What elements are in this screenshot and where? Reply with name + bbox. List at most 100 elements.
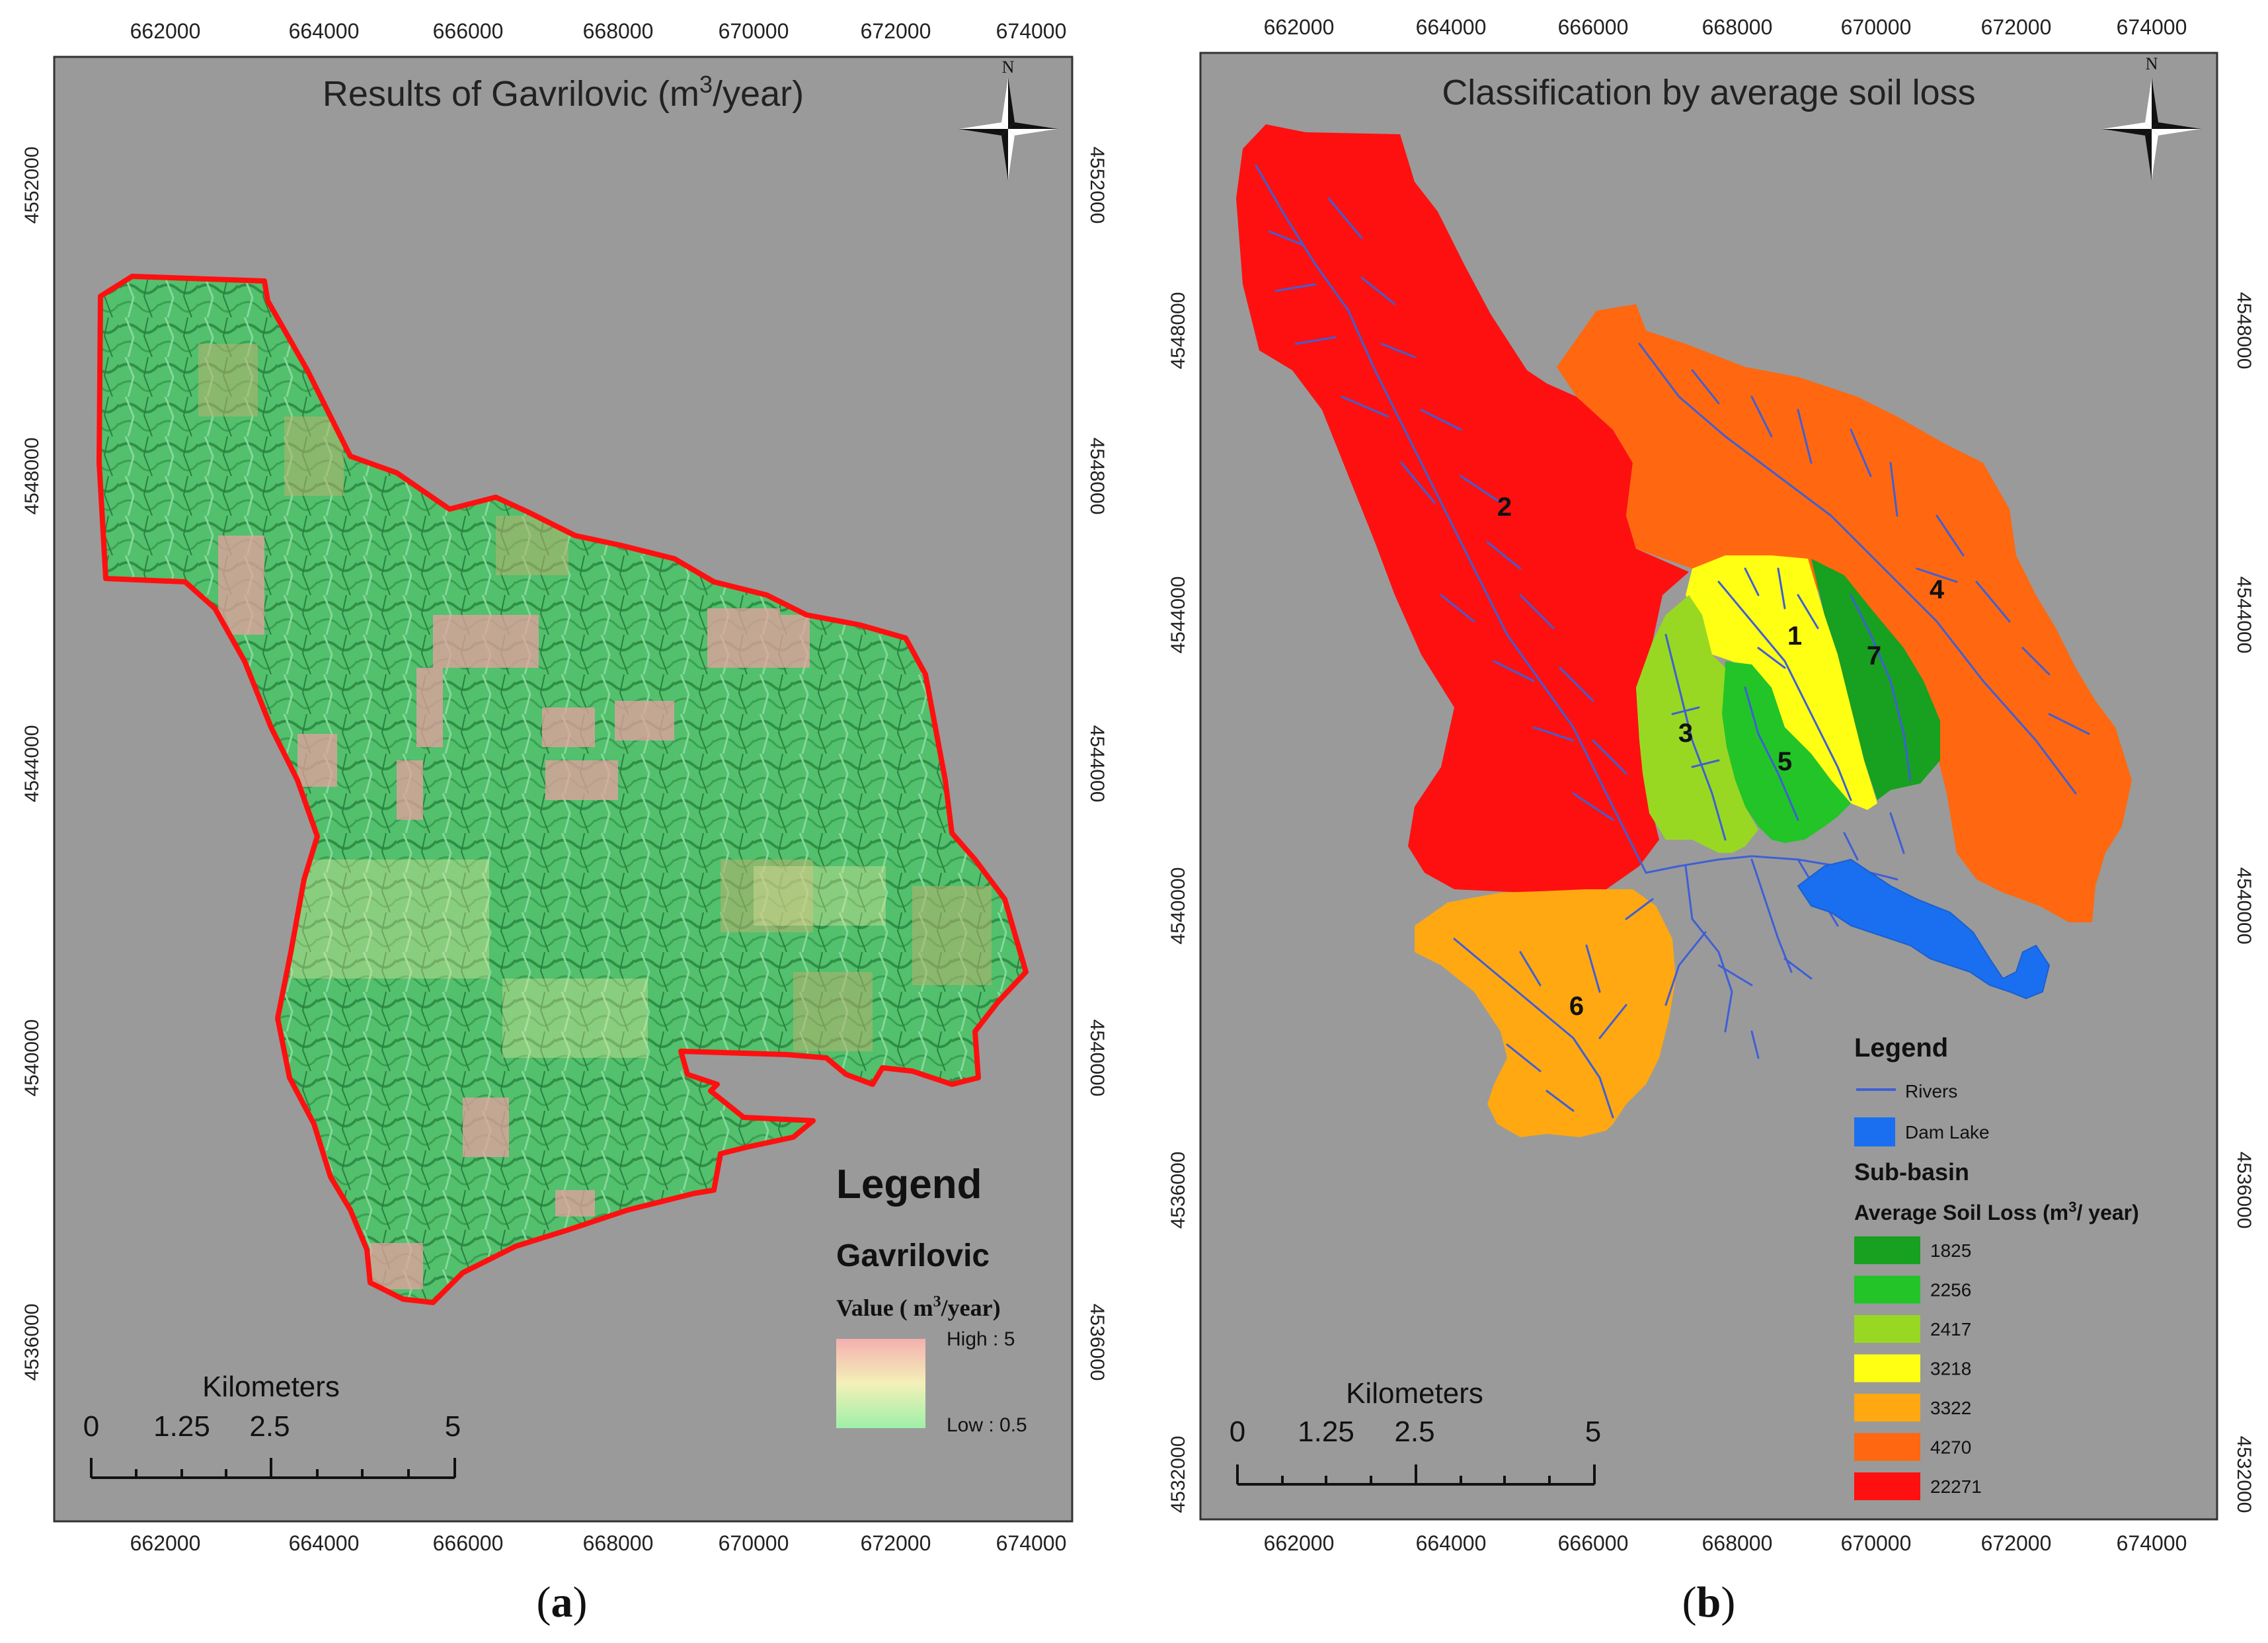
subbasins [1236,124,2132,1137]
y-tick: 4552000 [21,147,43,224]
subbasin-1 [1686,555,1877,810]
legend-dam-lake: Dam Lake [1905,1122,1990,1142]
x-tick: 674000 [2117,1531,2187,1555]
basin-label: 5 [1778,747,1792,776]
y-tick: 4532000 [2233,1436,2255,1513]
legend-high: High : 5 [947,1328,1015,1350]
x-tick: 662000 [1264,1531,1335,1555]
scale-label: 0 [1230,1416,1245,1448]
y-axis-right-b: 4548000 4544000 4540000 4536000 4532000 [2233,292,2255,1513]
y-axis-left-b: 4548000 4544000 4540000 4536000 4532000 [1167,292,1189,1513]
basin-label: 3 [1678,719,1693,748]
legend-class-value: 3322 [1930,1398,1971,1418]
x-tick: 668000 [583,19,654,43]
subbasin-5 [1722,661,1851,843]
scale-title: Kilometers [202,1371,340,1403]
north-arrow-b: N [2102,54,2201,180]
basin-label: 4 [1930,575,1945,604]
legend-class-value: 3218 [1930,1359,1971,1379]
y-tick: 4536000 [21,1304,43,1381]
panel-b: Classification by average soil loss 6620… [1167,15,2255,1626]
x-axis-bottom-a: 662000 664000 666000 668000 670000 67200… [130,1531,1067,1555]
y-tick: 4536000 [1167,1152,1189,1229]
y-tick: 4548000 [1086,438,1108,515]
map-title-b: Classification by average soil loss [1442,73,1975,112]
dam-lake [1797,858,2051,1000]
scale-label: 0 [83,1410,99,1443]
x-tick: 672000 [1981,1531,2052,1555]
x-axis-bottom-b: 662000 664000 666000 668000 670000 67200… [1264,1531,2187,1555]
legend-subbasin: Sub-basin [1854,1158,1969,1185]
y-tick: 4548000 [1167,292,1189,370]
legend-class-swatch [1854,1236,1920,1264]
scale-title: Kilometers [1346,1377,1483,1410]
x-tick: 664000 [289,1531,360,1555]
x-tick: 664000 [1416,15,1487,39]
legend-class-value: 2417 [1930,1319,1971,1340]
legend-classes: 1825 2256 2417 3218 3322 4270 22271 [1854,1236,1982,1500]
watershed-boundary-a [97,274,1029,1305]
north-label: N [1002,58,1015,77]
y-tick: 4540000 [2233,867,2255,945]
subbasin-6 [1415,889,1676,1137]
x-axis-top-b: 662000 664000 666000 668000 670000 67200… [1264,15,2187,39]
x-tick: 666000 [1558,15,1629,39]
north-label: N [2146,54,2158,73]
basin-label: 2 [1497,493,1512,522]
x-tick: 674000 [996,19,1067,43]
y-tick: 4544000 [2233,577,2255,654]
x-tick: 666000 [1558,1531,1629,1555]
x-tick: 672000 [861,19,931,43]
basin-labels: 1 2 3 4 5 6 7 [1497,493,1945,1021]
scale-label: 5 [445,1410,461,1443]
caption-b: (b) [1682,1578,1736,1626]
x-tick: 662000 [130,19,201,43]
scale-label: 1.25 [1298,1416,1354,1448]
north-arrow-a: N [958,58,1058,180]
legend-title: Legend [1854,1033,1948,1062]
legend-class-swatch [1854,1433,1920,1461]
x-tick: 674000 [2117,15,2187,39]
legend-class-swatch [1854,1354,1920,1383]
legend-class-value: 22271 [1930,1476,1982,1497]
y-axis-left-a: 4552000 4548000 4544000 4540000 4536000 [21,147,43,1381]
subbasin-3 [1636,595,1758,853]
x-tick: 672000 [1981,15,2052,39]
legend-rivers: Rivers [1905,1081,1957,1102]
y-tick: 4536000 [2233,1152,2255,1229]
legend-class-swatch [1854,1394,1920,1422]
x-tick: 670000 [719,19,789,43]
scale-label: 5 [1585,1416,1601,1448]
x-tick: 668000 [1702,1531,1773,1555]
scale-label: 1.25 [153,1410,210,1443]
legend-value-label: Value ( m3/year) [836,1293,1001,1321]
y-tick: 4544000 [1167,577,1189,654]
subbasin-2 [1236,124,1689,893]
legend-layer-name: Gavrilovic [836,1238,990,1273]
y-tick: 4552000 [1086,147,1108,224]
scale-label: 2.5 [1394,1416,1434,1448]
y-tick: 4548000 [21,438,43,515]
y-tick: 4548000 [2233,292,2255,370]
panel-a: Results of Gavrilovic (m3/year) 662000 6… [21,19,1108,1626]
x-tick: 662000 [130,1531,201,1555]
legend-class-swatch [1854,1315,1920,1343]
basin-label: 7 [1867,641,1881,670]
x-tick: 668000 [1702,15,1773,39]
legend-class-value: 4270 [1930,1437,1971,1458]
y-axis-right-a: 4552000 4548000 4544000 4540000 4536000 [1086,147,1108,1381]
scale-label: 2.5 [249,1410,290,1443]
y-tick: 4544000 [1086,725,1108,803]
legend-a: Legend Gavrilovic Value ( m3/year) High … [836,1162,1027,1436]
x-tick: 666000 [433,1531,504,1555]
y-tick: 4544000 [21,725,43,803]
legend-class-swatch [1854,1275,1920,1304]
scale-bar-a: Kilometers 0 1.25 2.5 5 [83,1371,461,1479]
caption-a: (a) [537,1578,588,1626]
legend-title: Legend [836,1162,982,1207]
legend-class-swatch [1854,1472,1920,1500]
legend-class-value: 2256 [1930,1280,1971,1301]
y-tick: 4532000 [1167,1436,1189,1513]
legend-low: Low : 0.5 [947,1414,1027,1436]
